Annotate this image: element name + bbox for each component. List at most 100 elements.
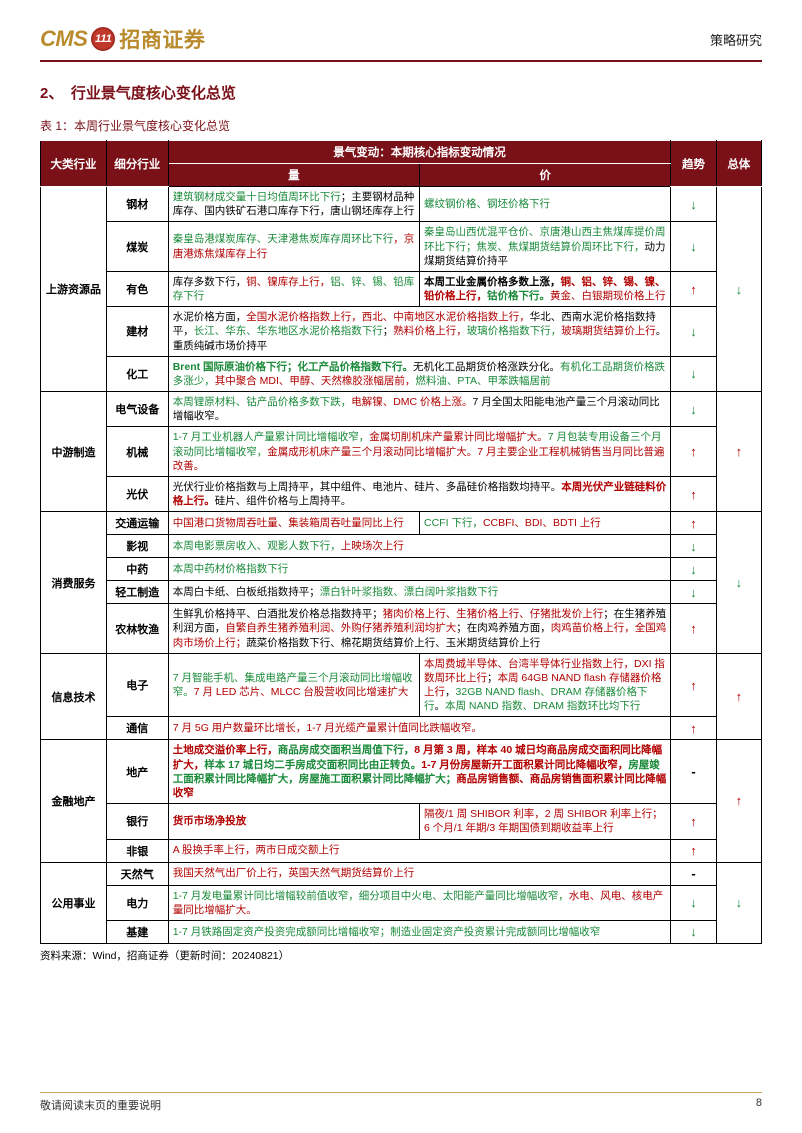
trend-cell: ↓	[671, 535, 716, 558]
table-row: 银行货币市场净投放隔夜/1 周 SHIBOR 利率，2 周 SHIBOR 利率上…	[41, 804, 762, 839]
table-row: 农林牧渔生鲜乳价格持平、白酒批发价格总指数持平；猪肉价格上行、生猪价格上行、仔猪…	[41, 604, 762, 654]
category-cell: 金融地产	[41, 740, 107, 862]
qty-cell: 库存多数下行，铜、镍库存上行，铝、锌、锡、铅库存下行	[168, 271, 419, 306]
price-cell: 螺纹钢价格、钢坯价格下行	[420, 187, 671, 222]
overall-cell: ↑	[716, 653, 761, 740]
trend-cell: ↑	[671, 427, 716, 477]
col-trend: 趋势	[671, 141, 716, 187]
category-cell: 中游制造	[41, 392, 107, 512]
page-footer: 敬请阅读末页的重要说明 8	[40, 1092, 762, 1113]
subcategory-cell: 化工	[106, 356, 168, 391]
trend-cell: ↓	[671, 392, 716, 427]
table-row: 建材水泥价格方面，全国水泥价格指数上行，西北、中南地区水泥价格指数上行，华北、西…	[41, 307, 762, 357]
table-row: 电力1-7 月发电量累计同比增幅较前值收窄，细分项目中火电、太阳能产量同比增幅收…	[41, 885, 762, 920]
desc-cell: 本周白卡纸、白板纸指数持平；漂白针叶浆指数、漂白阔叶浆指数下行	[168, 581, 671, 604]
trend-cell: ↑	[671, 653, 716, 717]
subcategory-cell: 煤炭	[106, 222, 168, 272]
logo-cms-text: CMS	[40, 26, 87, 52]
subcategory-cell: 中药	[106, 558, 168, 581]
price-cell: 秦皇岛山西优混平仓价、京唐港山西主焦煤库提价周环比下行；焦炭、焦煤期货结算价周环…	[420, 222, 671, 272]
subcategory-cell: 建材	[106, 307, 168, 357]
logo-circle-icon: 111	[91, 27, 115, 51]
overall-cell: ↑	[716, 740, 761, 862]
trend-cell: ↑	[671, 271, 716, 306]
subcategory-cell: 电子	[106, 653, 168, 717]
trend-cell: ↓	[671, 307, 716, 357]
source-note: 资料来源：Wind，招商证券（更新时间：20240821）	[40, 948, 762, 963]
table-caption: 表 1：本周行业景气度核心变化总览	[40, 117, 762, 134]
table-row: 通信7 月 5G 用户数量环比增长，1-7 月光缆产量累计值同比跌幅收窄。↑	[41, 717, 762, 740]
price-cell: 本周工业金属价格多数上涨，铜、铝、锌、锡、镍、铅价格上行，钴价格下行。黄金、白银…	[420, 271, 671, 306]
category-cell: 公用事业	[41, 862, 107, 943]
table-row: 轻工制造本周白卡纸、白板纸指数持平；漂白针叶浆指数、漂白阔叶浆指数下行↓	[41, 581, 762, 604]
subcategory-cell: 通信	[106, 717, 168, 740]
trend-cell: ↑	[671, 804, 716, 839]
desc-cell: 1-7 月发电量累计同比增幅较前值收窄，细分项目中火电、太阳能产量同比增幅收窄，…	[168, 885, 671, 920]
subcategory-cell: 影视	[106, 535, 168, 558]
table-row: 光伏光伏行业价格指数与上周持平，其中组件、电池片、硅片、多晶硅价格指数均持平。本…	[41, 476, 762, 511]
subcategory-cell: 基建	[106, 920, 168, 943]
col-overall: 总体	[716, 141, 761, 187]
table-row: 上游资源品钢材建筑钢材成交量十日均值周环比下行；主要钢材品种库存、国内铁矿石港口…	[41, 187, 762, 222]
qty-cell: 建筑钢材成交量十日均值周环比下行；主要钢材品种库存、国内铁矿石港口库存下行，唐山…	[168, 187, 419, 222]
table-row: 公用事业天然气我国天然气出厂价上行，英国天然气期货结算价上行-↓	[41, 862, 762, 885]
table-row: 金融地产地产土地成交溢价率上行，商品房成交面积当周值下行，8 月第 3 周，样本…	[41, 740, 762, 804]
price-cell: 本周费城半导体、台湾半导体行业指数上行，DXI 指数周环比上行；本周 64GB …	[420, 653, 671, 717]
table-row: 中游制造电气设备本周锂原材料、钴产品价格多数下跌，电解镍、DMC 价格上涨。7 …	[41, 392, 762, 427]
trend-cell: ↓	[671, 187, 716, 222]
desc-cell: 7 月 5G 用户数量环比增长，1-7 月光缆产量累计值同比跌幅收窄。	[168, 717, 671, 740]
desc-cell: 我国天然气出厂价上行，英国天然气期货结算价上行	[168, 862, 671, 885]
page-header: CMS 111 招商证券 策略研究	[40, 24, 762, 62]
trend-cell: ↓	[671, 920, 716, 943]
trend-cell: ↓	[671, 222, 716, 272]
trend-cell: ↑	[671, 512, 716, 535]
table-row: 影视本周电影票房收入、观影人数下行，上映场次上行↓	[41, 535, 762, 558]
desc-cell: 本周中药材价格指数下行	[168, 558, 671, 581]
table-row: 消费服务交通运输中国港口货物周吞吐量、集装箱周吞吐量同比上行CCFI 下行，CC…	[41, 512, 762, 535]
footer-disclaimer: 敬请阅读末页的重要说明	[40, 1097, 161, 1113]
trend-cell: ↑	[671, 717, 716, 740]
trend-cell: -	[671, 740, 716, 804]
desc-cell: A 股换手率上行，两市日成交额上行	[168, 839, 671, 862]
col-price: 价	[420, 164, 671, 187]
subcategory-cell: 有色	[106, 271, 168, 306]
price-cell: CCFI 下行，CCBFI、BDI、BDTI 上行	[420, 512, 671, 535]
trend-cell: ↓	[671, 885, 716, 920]
subcategory-cell: 轻工制造	[106, 581, 168, 604]
table-row: 非银A 股换手率上行，两市日成交额上行↑	[41, 839, 762, 862]
category-cell: 上游资源品	[41, 187, 107, 392]
category-cell: 信息技术	[41, 653, 107, 740]
trend-cell: ↓	[671, 356, 716, 391]
desc-cell: 1-7 月铁路固定资产投资完成额同比增幅收窄；制造业固定资产投资累计完成额同比增…	[168, 920, 671, 943]
col-subcategory: 细分行业	[106, 141, 168, 187]
category-cell: 消费服务	[41, 512, 107, 654]
qty-cell: 秦皇岛港煤炭库存、天津港焦炭库存周环比下行，京唐港炼焦煤库存上行	[168, 222, 419, 272]
subcategory-cell: 机械	[106, 427, 168, 477]
overall-cell: ↑	[716, 392, 761, 512]
trend-cell: ↑	[671, 839, 716, 862]
logo-cn-text: 招商证券	[119, 24, 205, 54]
col-qty: 量	[168, 164, 419, 187]
table-row: 基建1-7 月铁路固定资产投资完成额同比增幅收窄；制造业固定资产投资累计完成额同…	[41, 920, 762, 943]
subcategory-cell: 农林牧渔	[106, 604, 168, 654]
prosperity-table: 大类行业 细分行业 景气变动：本期核心指标变动情况 趋势 总体 量 价 上游资源…	[40, 140, 762, 944]
trend-cell: -	[671, 862, 716, 885]
trend-cell: ↑	[671, 604, 716, 654]
page-number: 8	[756, 1097, 762, 1113]
subcategory-cell: 交通运输	[106, 512, 168, 535]
subcategory-cell: 非银	[106, 839, 168, 862]
subcategory-cell: 银行	[106, 804, 168, 839]
subcategory-cell: 地产	[106, 740, 168, 804]
header-category: 策略研究	[710, 30, 762, 49]
desc-cell: Brent 国际原油价格下行；化工产品价格指数下行。无机化工品期货价格涨跌分化。…	[168, 356, 671, 391]
desc-cell: 本周电影票房收入、观影人数下行，上映场次上行	[168, 535, 671, 558]
desc-cell: 土地成交溢价率上行，商品房成交面积当周值下行，8 月第 3 周，样本 40 城日…	[168, 740, 671, 804]
desc-cell: 生鲜乳价格持平、白酒批发价格总指数持平；猪肉价格上行、生猪价格上行、仔猪批发价上…	[168, 604, 671, 654]
trend-cell: ↓	[671, 558, 716, 581]
desc-cell: 本周锂原材料、钴产品价格多数下跌，电解镍、DMC 价格上涨。7 月全国太阳能电池…	[168, 392, 671, 427]
subcategory-cell: 钢材	[106, 187, 168, 222]
subcategory-cell: 电气设备	[106, 392, 168, 427]
trend-cell: ↑	[671, 476, 716, 511]
logo: CMS 111 招商证券	[40, 24, 205, 54]
desc-cell: 光伏行业价格指数与上周持平，其中组件、电池片、硅片、多晶硅价格指数均持平。本周光…	[168, 476, 671, 511]
